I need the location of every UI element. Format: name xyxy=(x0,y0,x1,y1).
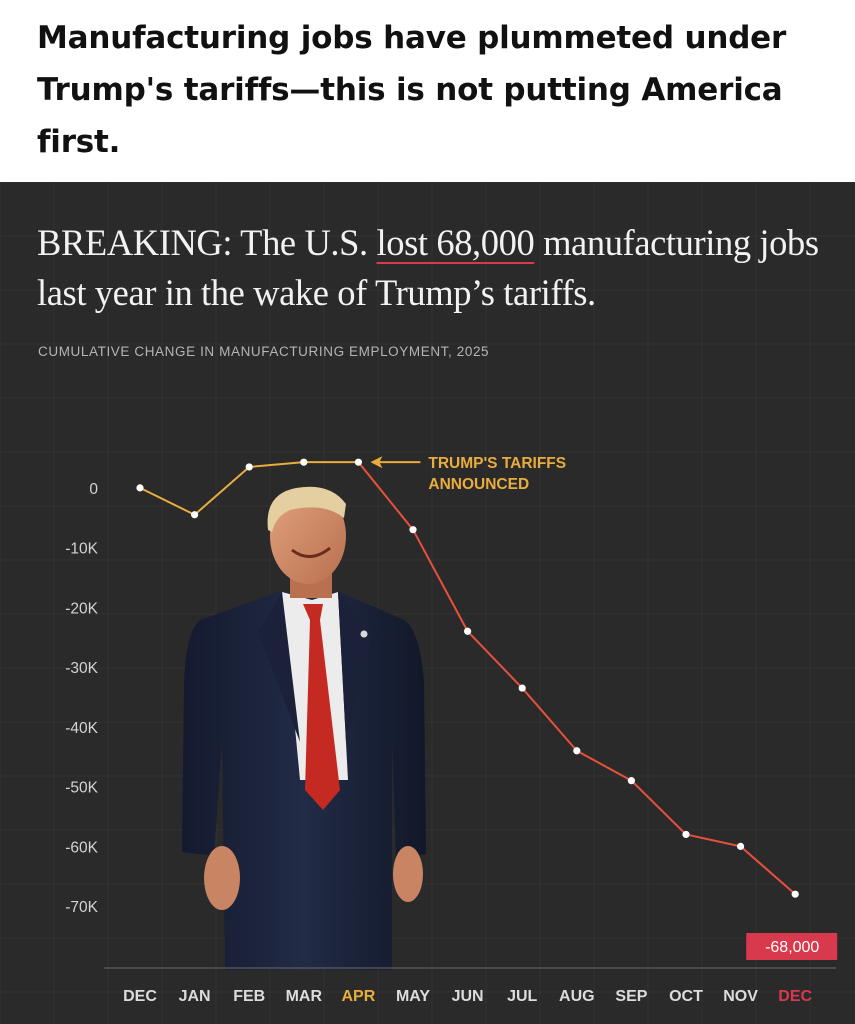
series-line-segment xyxy=(685,833,741,848)
y-tick-label: 0 xyxy=(89,481,98,498)
x-tick-label: MAR xyxy=(286,988,323,1005)
right-hand xyxy=(393,846,423,902)
left-hand xyxy=(204,846,240,910)
series-line-segment xyxy=(521,687,578,752)
series-line-segment xyxy=(193,466,250,516)
data-point xyxy=(136,484,144,492)
series-line-segment xyxy=(357,461,414,531)
headline-prefix: BREAKING: The U.S. xyxy=(37,222,377,263)
data-point xyxy=(682,830,690,839)
hair xyxy=(267,486,346,532)
data-point xyxy=(737,842,745,850)
y-tick-label: -40K xyxy=(65,720,98,737)
y-tick-label: -20K xyxy=(65,600,98,617)
lapel-right xyxy=(338,592,372,742)
x-tick-label: DEC xyxy=(778,988,812,1005)
x-tick-label: NOV xyxy=(723,988,758,1005)
smile xyxy=(291,546,331,558)
x-tick-label: FEB xyxy=(233,988,265,1005)
x-tick-label: MAY xyxy=(396,988,430,1005)
data-point xyxy=(791,890,799,898)
series-line-segment xyxy=(576,749,632,782)
annotation-arrow-head xyxy=(370,456,383,469)
x-tick-label: OCT xyxy=(669,988,703,1005)
x-tick-label: JUL xyxy=(507,988,537,1005)
lapel-left xyxy=(258,592,300,742)
x-tick-label: APR xyxy=(342,988,376,1005)
x-tick-label: DEC xyxy=(123,988,157,1005)
suit-jacket xyxy=(182,592,426,970)
data-point xyxy=(409,526,417,534)
red-tie xyxy=(303,604,340,810)
x-tick-label: SEP xyxy=(615,988,647,1005)
headline-highlight: lost 68,000 xyxy=(376,222,535,263)
chart-subtitle: CUMULATIVE CHANGE IN MANUFACTURING EMPLO… xyxy=(38,344,490,359)
annotation-text: ANNOUNCED xyxy=(428,476,529,493)
x-tick-label: JUN xyxy=(452,988,484,1005)
data-point xyxy=(245,463,253,471)
series-line-segment xyxy=(630,779,687,836)
end-value-box xyxy=(746,933,838,960)
data-point xyxy=(573,747,581,755)
post-caption: Manufacturing jobs have plummeted under … xyxy=(37,20,787,160)
series-line-segment xyxy=(412,529,469,632)
data-point xyxy=(518,684,526,692)
data-point xyxy=(354,458,362,466)
y-tick-label: -10K xyxy=(65,541,98,558)
x-tick-label: AUG xyxy=(559,988,595,1005)
y-tick-label: -30K xyxy=(65,660,98,677)
y-tick-label: -60K xyxy=(65,839,98,856)
data-point xyxy=(464,627,472,635)
lapel-pin xyxy=(360,630,368,638)
line-chart: 0 -10K -20K -30K -40K -50K -60K -70K DEC JAN FEB MA… xyxy=(65,455,838,1005)
chart-headline: BREAKING: The U.S. lost 68,000 manufactu… xyxy=(37,218,837,318)
chart-card: BREAKING: The U.S. lost 68,000 manufactu… xyxy=(0,182,855,1024)
data-point xyxy=(191,511,199,519)
series-line-segment xyxy=(466,630,523,689)
annotation-text: TRUMP'S TARIFFS xyxy=(428,455,566,472)
headline-suffix: manufacturing jobs last year in the wake… xyxy=(37,222,819,313)
series-line-segment xyxy=(739,845,796,895)
series-line-segment xyxy=(139,486,196,516)
series-line-segment xyxy=(249,461,304,468)
data-point xyxy=(627,777,636,785)
y-tick-label: -50K xyxy=(65,780,98,797)
face xyxy=(270,488,346,584)
y-tick-label: -70K xyxy=(65,899,98,916)
end-value-label: -68,000 xyxy=(765,939,819,956)
x-tick-label: JAN xyxy=(179,988,211,1005)
data-point xyxy=(300,458,308,466)
trump-figure xyxy=(182,486,426,970)
